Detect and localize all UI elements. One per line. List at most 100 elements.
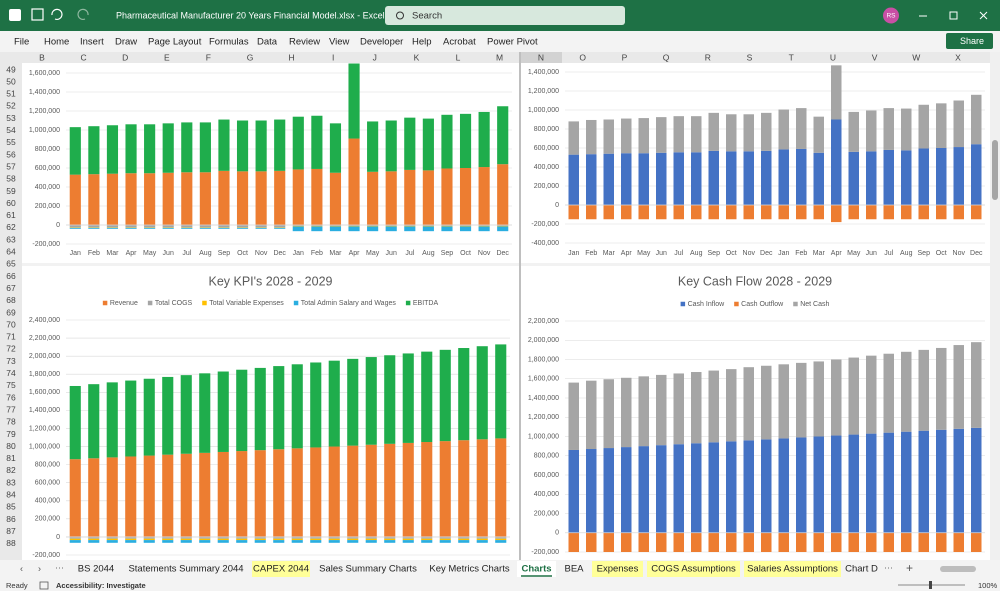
menu-bar (0, 31, 1000, 52)
menu-item[interactable]: View (329, 37, 350, 48)
highlighted-tab[interactable] (647, 561, 740, 577)
vertical-scrollbar[interactable] (990, 52, 1000, 560)
bar-segment (199, 225, 211, 228)
bar-segment (495, 538, 507, 541)
x-tick-label: Jun (656, 250, 667, 257)
y-tick-label: 0 (555, 530, 559, 537)
menu-item[interactable]: Formulas (209, 37, 249, 48)
menu-item[interactable]: Review (289, 37, 320, 48)
bar-segment (883, 432, 894, 533)
bar-segment (236, 225, 249, 228)
legend-swatch (147, 300, 153, 306)
sheet-tab[interactable]: Charts (521, 564, 551, 575)
status-zoom[interactable]: 100% (978, 581, 998, 590)
menu-item[interactable]: Home (44, 37, 69, 48)
bar-segment (385, 225, 397, 226)
bar-segment (254, 540, 266, 543)
scroll-thumb[interactable] (992, 140, 998, 200)
bar-segment (106, 225, 119, 228)
bar-segment (106, 125, 119, 174)
menu-item[interactable]: Draw (115, 37, 137, 48)
x-tick-label: Feb (795, 250, 807, 257)
menu-item[interactable]: Help (412, 37, 432, 48)
new-sheet-button[interactable]: + (906, 561, 913, 575)
bar-segment (743, 114, 754, 152)
status-accessibility[interactable]: Accessibility: Investigate (56, 581, 146, 590)
legend-label: Net Cash (800, 301, 829, 308)
tab-scroll-left[interactable]: ‹ (20, 563, 23, 573)
search-box[interactable] (385, 6, 625, 25)
bar-segment (478, 111, 490, 168)
undo-icon[interactable] (51, 8, 63, 20)
bar-segment (328, 446, 340, 537)
bar-segment (476, 346, 488, 440)
tab-more[interactable]: ··· (55, 562, 64, 572)
legend-swatch (734, 301, 739, 307)
tab-scroll-right[interactable]: › (38, 563, 41, 573)
bar-segment (459, 226, 472, 232)
sheet-tab[interactable]: Sales Summary Charts (319, 564, 417, 575)
bar-segment (459, 113, 472, 168)
sheet-tab[interactable]: Key Metrics Charts (429, 564, 509, 575)
menu-item[interactable]: Power Pivot (487, 37, 538, 48)
y-tick-label: 600,000 (534, 145, 559, 152)
zoom-thumb[interactable] (929, 581, 932, 589)
bar-segment (603, 153, 614, 205)
y-tick-label: 1,200,000 (29, 425, 60, 432)
close-button[interactable] (979, 11, 988, 20)
bar-segment (125, 540, 137, 543)
sheet-tab[interactable]: BS 2044 (78, 564, 114, 575)
bar-segment (162, 376, 174, 455)
menu-item[interactable]: Insert (80, 37, 104, 48)
save-icon[interactable] (31, 8, 44, 21)
bar-segment (497, 225, 509, 226)
tab-more[interactable]: ··· (884, 562, 893, 572)
y-tick-label: -200,000 (531, 221, 559, 228)
menu-item[interactable]: Page Layout (148, 37, 202, 48)
highlighted-tab[interactable] (592, 561, 643, 577)
avatar[interactable] (883, 7, 899, 24)
x-tick-label: Jul (182, 250, 191, 257)
redo-icon[interactable] (77, 8, 89, 20)
sheet-tab[interactable]: BEA (564, 564, 584, 575)
highlighted-tab[interactable] (744, 561, 841, 577)
bar-segment (441, 114, 453, 169)
highlighted-tab[interactable] (252, 561, 310, 577)
share-button[interactable] (946, 33, 993, 49)
y-tick-label: -400,000 (531, 240, 559, 247)
bar-segment (656, 374, 667, 446)
sheet-tab[interactable]: Statements Summary 2044 (128, 564, 243, 575)
bar-segment (866, 151, 877, 205)
column-letter: I (332, 52, 334, 62)
sheet-tab[interactable]: Chart D (845, 564, 878, 575)
x-tick-label: Sep (708, 250, 721, 257)
sheet-tab[interactable]: CAPEX 2044 (253, 564, 309, 575)
menu-item[interactable]: Acrobat (443, 37, 476, 48)
active-tab[interactable] (517, 561, 556, 577)
bar-segment (199, 540, 211, 543)
bar-segment (143, 378, 155, 456)
bar-segment (144, 225, 156, 228)
bar-segment (236, 451, 248, 537)
menu-item[interactable]: File (14, 37, 29, 48)
x-tick-label: Jan (293, 250, 304, 257)
bar-segment (603, 448, 614, 533)
bar-segment (673, 116, 684, 153)
sheet-tab[interactable]: Expenses (597, 564, 639, 575)
bar-segment (743, 151, 754, 205)
menu-item[interactable]: Developer (360, 37, 403, 48)
menu-item[interactable]: Data (257, 37, 278, 48)
bar-segment (348, 226, 360, 232)
sheet-tab[interactable]: Salaries Assumptions (747, 564, 838, 575)
row-number: 64 (6, 247, 16, 257)
y-tick-label: 600,000 (534, 472, 559, 479)
bar-segment (162, 454, 174, 537)
bar-segment (761, 112, 772, 151)
bar-segment (218, 119, 230, 171)
sheet-tab[interactable]: COGS Assumptions (651, 564, 736, 575)
restore-button[interactable] (949, 11, 958, 20)
chart-title: Key KPI's 2028 - 2029 (209, 274, 333, 288)
horizontal-scroll[interactable] (940, 566, 976, 572)
